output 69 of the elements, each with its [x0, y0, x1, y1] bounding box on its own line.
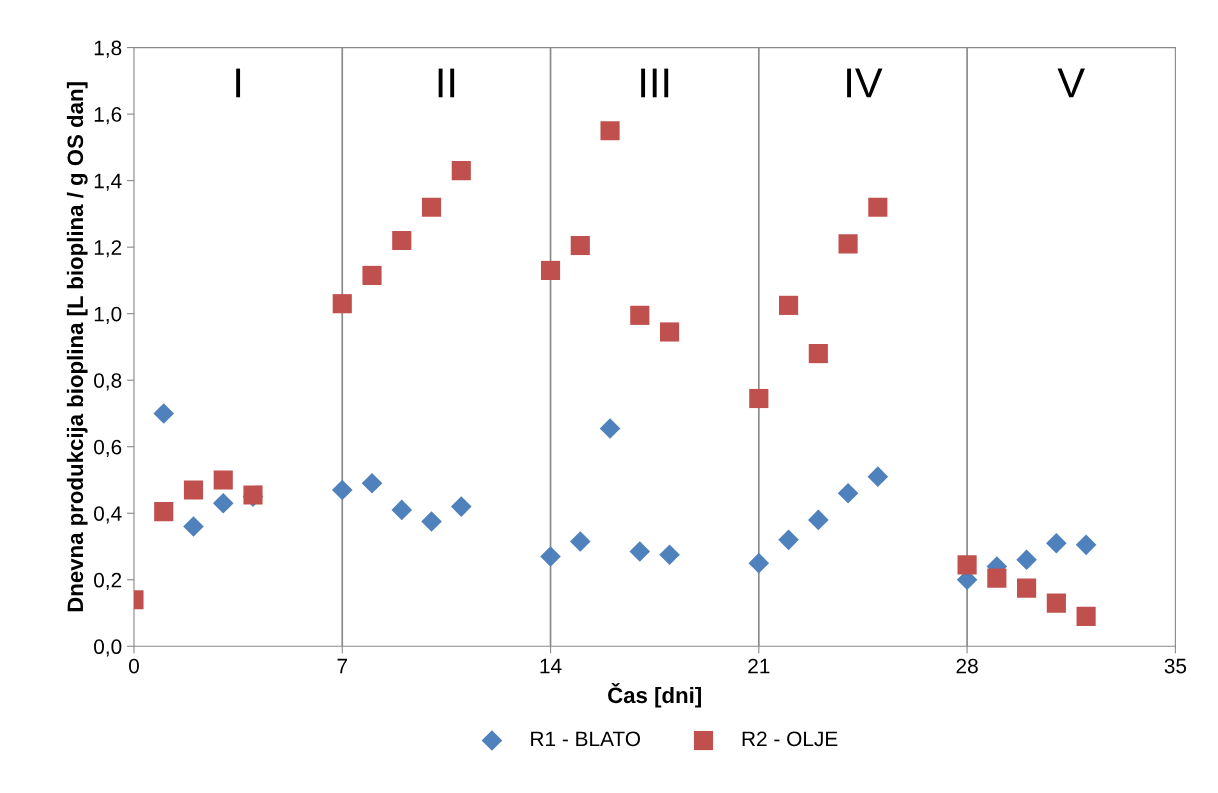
point	[569, 531, 591, 552]
point	[659, 544, 680, 566]
annotation: III	[641, 68, 669, 98]
x-tick-label: 21	[748, 658, 770, 674]
point	[629, 541, 651, 562]
point	[154, 502, 174, 522]
point	[1075, 534, 1097, 556]
x-axis-title: Čas [dni]	[608, 683, 701, 708]
point	[630, 305, 650, 325]
x-tick-label: 0	[129, 658, 139, 674]
x-tick-label: 35	[1164, 658, 1187, 674]
point	[808, 344, 828, 364]
point	[749, 388, 769, 409]
x-tick-label: 28	[956, 658, 978, 674]
x-tick-label: 7	[337, 658, 348, 674]
y-tick-label: 1,4	[94, 173, 122, 191]
point	[183, 480, 204, 500]
point	[599, 418, 621, 439]
point	[837, 482, 859, 504]
point	[421, 511, 442, 532]
point	[540, 260, 561, 281]
point	[392, 230, 412, 251]
annotation: IV	[847, 68, 883, 98]
point	[183, 516, 204, 537]
annotation: II	[438, 68, 455, 98]
y-tick-label: 0,8	[94, 373, 122, 391]
point	[421, 197, 442, 217]
y-tick-label: 0,2	[94, 572, 122, 590]
y-tick-label: 1,6	[94, 107, 122, 125]
point	[600, 121, 620, 141]
legend-label: R2 - OLJE	[742, 731, 838, 747]
point	[838, 234, 858, 254]
point	[212, 492, 234, 514]
point	[362, 265, 382, 285]
annotation: I	[236, 68, 241, 98]
point	[867, 466, 889, 487]
y-tick-label: 0,6	[94, 439, 122, 457]
point	[778, 529, 799, 551]
point	[808, 509, 829, 531]
y-tick-label: 0,0	[94, 639, 122, 657]
point	[361, 473, 383, 494]
point	[153, 403, 175, 424]
y-tick-label: 1,0	[94, 306, 122, 324]
annotation: V	[1057, 68, 1085, 98]
y-tick-label: 1,8	[94, 40, 122, 58]
point	[1046, 593, 1066, 613]
y-axis-title: Dnevna produkcija bioplina [L bioplina / g OS dan]	[66, 82, 88, 612]
point	[868, 197, 888, 217]
point	[331, 479, 353, 501]
point	[957, 555, 977, 575]
point	[1017, 578, 1037, 598]
point	[213, 470, 233, 490]
point	[987, 568, 1007, 588]
point	[570, 235, 590, 256]
point	[1016, 549, 1037, 571]
legend-label: R1 - BLATO	[531, 731, 640, 747]
point	[1046, 532, 1067, 554]
point	[451, 161, 471, 181]
point	[779, 295, 799, 315]
point	[748, 552, 770, 574]
point	[540, 546, 561, 567]
x-tick-label: 14	[540, 658, 562, 674]
point	[391, 499, 413, 521]
y-tick-label: 1,2	[94, 240, 122, 258]
point	[659, 322, 680, 342]
y-tick-label: 0,4	[94, 506, 122, 524]
point	[332, 294, 352, 314]
point	[450, 496, 472, 517]
point	[1076, 606, 1096, 626]
